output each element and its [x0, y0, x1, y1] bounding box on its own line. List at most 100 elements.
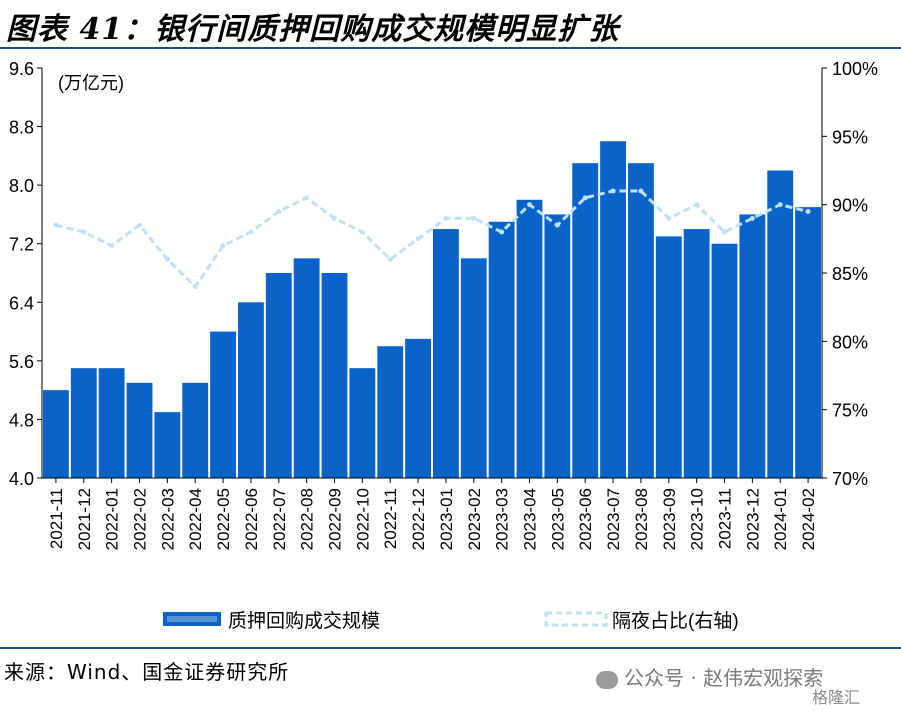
line-point	[332, 215, 337, 221]
x-tick-label: 2023-11	[716, 488, 735, 549]
x-tick-label: 2022-12	[409, 488, 428, 550]
y-tick-label-left: 5.6	[9, 352, 34, 372]
legend-bar-label: 质押回购成交规模	[228, 610, 380, 632]
line-point	[666, 215, 672, 221]
y-tick-label-right: 80%	[832, 332, 868, 352]
line-point	[53, 222, 59, 228]
line-point	[276, 209, 282, 214]
bar	[488, 221, 515, 478]
line-point	[499, 229, 505, 235]
bar	[43, 390, 69, 478]
x-tick-label: 2023-06	[576, 488, 595, 550]
line-point	[137, 222, 142, 228]
x-tick-label: 2023-08	[632, 488, 651, 550]
bar	[377, 346, 404, 478]
x-tick-label: 2023-03	[493, 488, 512, 550]
bar	[349, 368, 376, 478]
y-tick-label-right: 95%	[832, 127, 868, 147]
y-tick-label-left: 7.2	[9, 235, 34, 255]
line-point	[443, 215, 449, 221]
line-point	[415, 236, 421, 242]
x-tick-label: 2022-10	[353, 488, 372, 550]
bar	[405, 338, 431, 478]
x-tick-label: 2022-06	[242, 488, 261, 550]
bar	[628, 163, 654, 478]
title-rule	[0, 47, 901, 49]
y-unit-label: (万亿元)	[58, 73, 124, 93]
source-note: 来源：Wind、国金证券研究所	[4, 660, 290, 684]
x-tick-label: 2023-05	[548, 488, 567, 550]
bar	[265, 273, 292, 478]
bar	[293, 258, 320, 478]
bar	[210, 331, 236, 478]
x-tick-label: 2022-09	[326, 488, 345, 550]
line-point	[304, 195, 310, 201]
bar	[795, 207, 821, 478]
bar	[238, 302, 264, 478]
x-tick-label: 2023-02	[465, 488, 484, 550]
y-tick-label-right: 85%	[832, 264, 868, 284]
x-tick-label: 2022-05	[214, 488, 233, 550]
y-tick-label-left: 6.4	[9, 293, 34, 313]
line-point	[164, 256, 170, 262]
line-point	[220, 243, 226, 249]
bar	[98, 368, 125, 478]
line-point	[359, 229, 365, 235]
legend-line-swatch	[544, 611, 608, 627]
line-point	[638, 188, 644, 194]
x-tick-label: 2021-12	[75, 488, 94, 550]
y-tick-label-left: 8.0	[9, 176, 34, 196]
x-tick-label: 2023-12	[743, 488, 762, 550]
y-tick-label-right: 70%	[832, 469, 868, 489]
wechat-icon	[596, 670, 618, 689]
bar	[711, 243, 738, 478]
bar	[154, 412, 181, 478]
watermark-text: 公众号 · 赵伟宏观探索	[624, 666, 824, 690]
line-point	[527, 202, 532, 208]
legend-line-label: 隔夜占比(右轴)	[612, 610, 739, 632]
x-tick-label: 2023-04	[521, 488, 540, 550]
overnight-share-line	[55, 189, 809, 290]
line-point	[722, 229, 727, 235]
line-point	[248, 229, 254, 235]
x-tick-label: 2022-02	[131, 488, 150, 550]
x-tick-label: 2023-01	[437, 488, 456, 550]
x-tick-label: 2022-08	[298, 488, 317, 550]
x-tick-label: 2021-11	[47, 488, 66, 549]
x-tick-label: 2023-07	[604, 488, 623, 550]
line-point	[805, 209, 811, 214]
watermark-corner: 格隆汇	[812, 688, 861, 707]
bar	[544, 214, 571, 478]
line-point	[387, 256, 393, 262]
bar	[126, 382, 153, 478]
line-layer	[53, 188, 811, 290]
y-tick-label-right: 75%	[832, 401, 868, 421]
y-tick-label-right: 100%	[832, 59, 878, 79]
y-tick-label-left: 8.8	[9, 118, 34, 138]
page-title: 图表 41：银行间质押回购成交规模明显扩张	[6, 12, 620, 47]
line-point	[582, 195, 588, 201]
x-tick-label: 2022-03	[158, 488, 177, 550]
source-rule	[0, 647, 901, 649]
x-tick-label: 2023-10	[688, 488, 707, 550]
watermark: 公众号 · 赵伟宏观探索	[596, 662, 823, 691]
y-tick-label-right: 90%	[832, 196, 868, 216]
bar	[70, 368, 97, 478]
line-point	[777, 202, 783, 208]
chart: 9.6 8.8 8.0 7.2 6.4 5.6 4.8 4.0 100% 95% 90% 85% 80…	[9, 59, 878, 632]
x-ticks: 2021-11 2021-12 2022-01 2022-02 2022-03 2022-…	[47, 478, 818, 550]
line-point	[749, 215, 755, 221]
line-point	[109, 243, 115, 249]
y-tick-label-left: 9.6	[9, 59, 34, 79]
y-ticks-right: 100% 95% 90% 85% 80% 75% 70%	[822, 59, 878, 489]
bars-layer	[43, 141, 821, 479]
y-ticks-left: 9.6 8.8 8.0 7.2 6.4 5.6 4.8 4.0	[9, 59, 42, 489]
bar	[433, 229, 459, 478]
bar	[739, 214, 766, 478]
bar	[182, 382, 209, 478]
x-tick-label: 2024-02	[799, 488, 818, 550]
bar	[767, 170, 794, 478]
line-point	[694, 202, 700, 208]
legend-bar-swatch-inner	[167, 616, 217, 622]
y-tick-label-left: 4.0	[9, 469, 34, 489]
